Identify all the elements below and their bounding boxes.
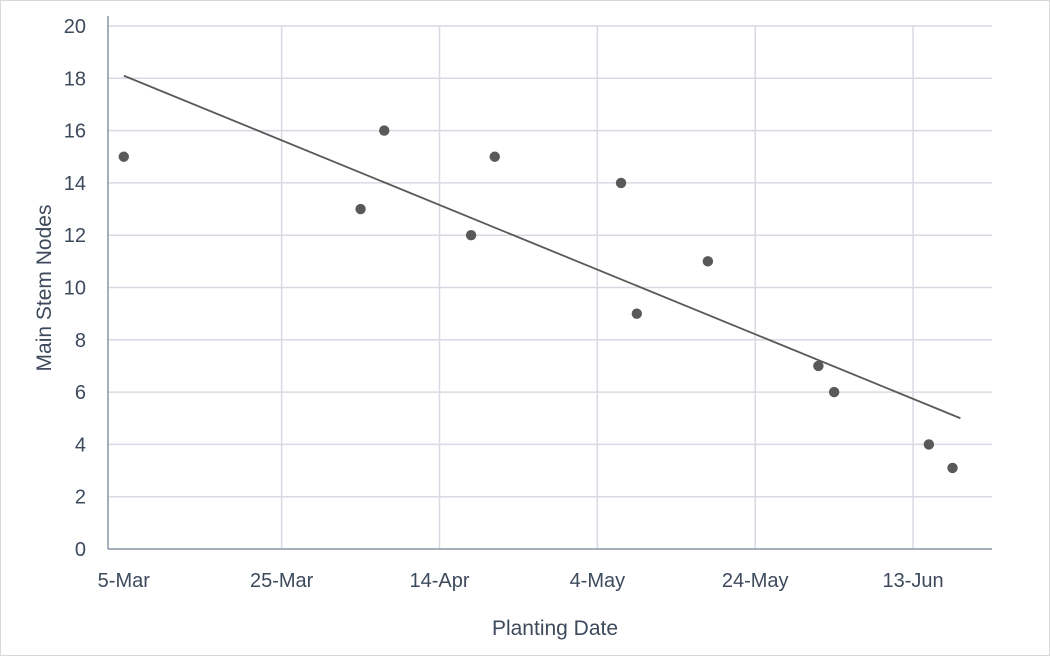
y-tick-label: 18 [64,68,86,90]
y-tick-label: 14 [64,173,86,195]
x-tick-label: 4-May [570,570,626,592]
data-point [465,230,477,241]
y-axis-title: Main Stem Nodes [33,205,56,372]
x-tick-label: 24-May [722,570,789,592]
x-tick-label: 5-Mar [98,570,151,592]
gridlines [108,25,992,549]
data-point [813,360,824,372]
y-tick-label: 4 [75,434,86,456]
data-point [947,462,958,474]
x-tick-label: 13-Jun [882,570,943,592]
x-tick-label: 25-Mar [250,570,314,592]
y-tick-label: 0 [75,539,86,561]
data-point [828,386,840,398]
data-points [118,125,958,474]
tick-labels: 0 2 4 6 8 10 12 14 16 18 20 5-Mar 25-Mar 14-Apr 4-May 2… [64,16,944,592]
y-tick-label: 10 [64,278,86,300]
y-tick-label: 20 [64,16,86,38]
data-point [631,308,643,319]
data-point [489,151,500,162]
x-tick-label: 14-Apr [409,570,469,592]
data-point [379,125,390,136]
trendline-group [123,74,961,420]
data-point [615,177,627,189]
y-tick-label: 16 [64,121,86,143]
y-tick-label: 12 [64,225,86,247]
data-point [355,203,366,215]
y-tick-label: 6 [75,382,86,404]
data-point [118,151,129,162]
trendline [123,74,961,420]
data-point [923,439,935,450]
y-tick-label: 2 [75,487,86,509]
axes [107,16,992,550]
data-point [702,256,714,267]
y-tick-label: 8 [75,330,86,352]
x-axis-title: Planting Date [492,617,618,640]
